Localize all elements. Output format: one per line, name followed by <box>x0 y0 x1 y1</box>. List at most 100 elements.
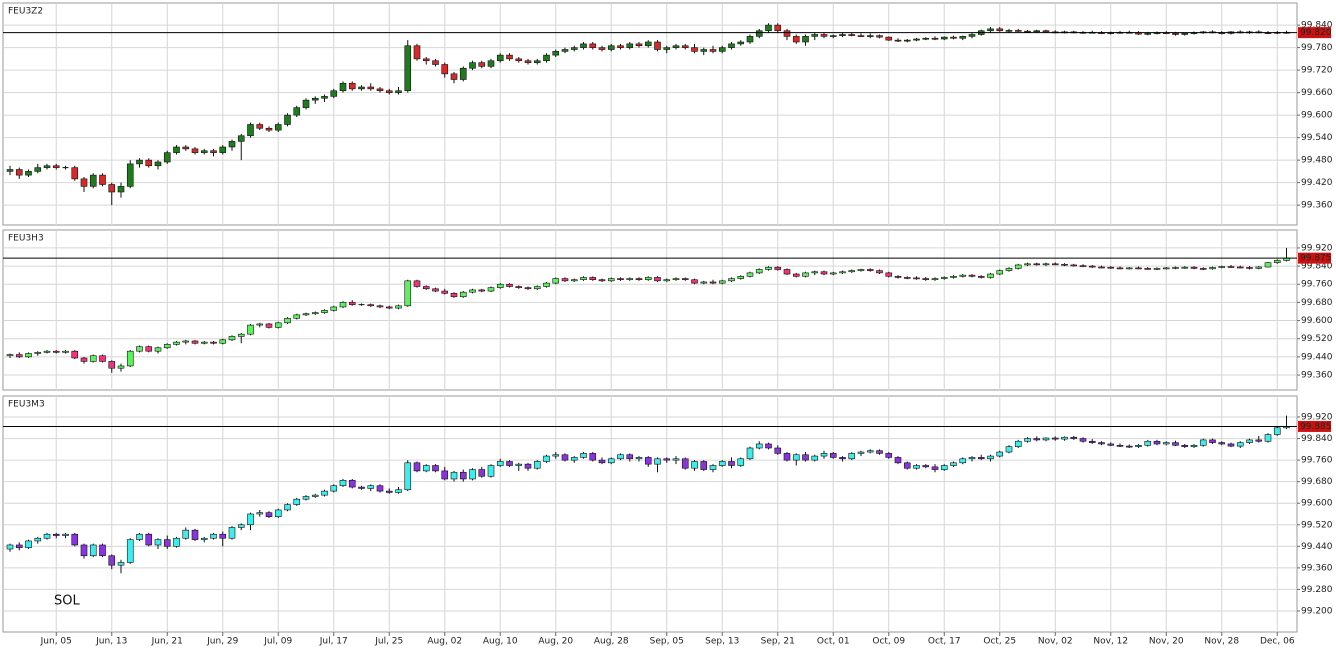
candle-body <box>99 174 106 185</box>
x-tick-label: Dec, 06 <box>1260 637 1295 647</box>
candle-body <box>293 498 301 505</box>
candle-body <box>903 277 911 279</box>
candle-body <box>1199 439 1207 446</box>
candle-body <box>718 280 726 284</box>
candle-body <box>691 461 698 469</box>
last-price-box <box>1298 420 1331 432</box>
candle-body <box>1162 442 1170 445</box>
candle-body <box>284 504 291 511</box>
candle-body <box>1209 267 1216 270</box>
candle-body <box>1236 266 1244 269</box>
candle-body <box>543 54 550 62</box>
candle-body <box>811 271 819 274</box>
candle-body <box>1042 437 1050 441</box>
candle-body <box>487 60 495 67</box>
candle-body <box>293 107 301 116</box>
candle-body <box>1014 30 1022 32</box>
candle-body <box>1024 263 1031 266</box>
x-tick-label: Sep, 21 <box>761 637 795 647</box>
x-tick-label: Nov, 28 <box>1204 637 1239 647</box>
candle-body <box>950 462 957 466</box>
x-tick-label: Aug, 20 <box>538 637 573 647</box>
candle-body <box>367 485 375 489</box>
candle-body <box>469 62 476 69</box>
candle-body <box>1144 268 1152 270</box>
candle-body <box>256 323 264 326</box>
candle-body <box>469 289 476 293</box>
candle-body <box>913 277 920 280</box>
candle-body <box>136 346 143 352</box>
candle-body <box>552 278 560 284</box>
candle-body <box>450 293 458 298</box>
candle-body <box>820 453 828 457</box>
candle-body <box>108 361 116 369</box>
candle-body <box>635 457 643 460</box>
y-tick-label: 99.200 <box>1301 606 1333 616</box>
candle-body <box>1005 446 1013 453</box>
candle-body <box>968 274 976 277</box>
x-tick-label: Aug, 02 <box>427 637 462 647</box>
candle-body <box>626 278 634 281</box>
candle-body <box>376 485 384 492</box>
candle-body <box>173 341 180 345</box>
candle-body <box>450 73 458 80</box>
x-tick-label: Oct, 17 <box>928 637 961 647</box>
candle-body <box>228 336 236 341</box>
candle-body <box>1061 263 1068 266</box>
candle-body <box>459 67 467 80</box>
candle-body <box>1033 438 1041 441</box>
y-tick-label: 99.680 <box>1301 477 1333 487</box>
candle-body <box>34 352 42 354</box>
y-tick-label: 99.540 <box>1301 133 1333 143</box>
candle-body <box>515 58 523 62</box>
candle-body <box>1088 265 1096 268</box>
x-tick-label: Jul, 25 <box>374 637 403 647</box>
candle-body <box>1024 438 1031 442</box>
candle-body <box>1005 268 1013 271</box>
candle-body <box>311 97 319 101</box>
candle-body <box>247 124 254 137</box>
candle-body <box>570 47 578 50</box>
candle-body <box>617 278 624 281</box>
candle-body <box>635 43 643 47</box>
candle-body <box>506 283 513 287</box>
candle-body <box>552 454 560 457</box>
candle-body <box>163 539 171 547</box>
candle-body <box>302 99 310 108</box>
candle-body <box>487 287 495 292</box>
candle-body <box>117 562 125 566</box>
candle-body <box>959 36 967 39</box>
candle-body <box>80 544 88 557</box>
candle-body <box>71 167 79 180</box>
candle-body <box>1246 267 1253 269</box>
candle-body <box>1273 260 1281 263</box>
candle-body <box>52 533 60 536</box>
candle-body <box>506 54 513 60</box>
candle-body <box>654 41 661 50</box>
candle-body <box>1051 437 1059 440</box>
panel-title: FEU3Z2 <box>8 7 43 17</box>
candle-body <box>931 466 939 470</box>
candle-body <box>302 496 310 500</box>
y-tick-label: 99.440 <box>1301 542 1333 552</box>
candle-body <box>755 269 763 274</box>
candle-body <box>182 340 190 343</box>
candle-body <box>700 49 708 52</box>
candle-body <box>348 82 356 90</box>
candle-body <box>506 461 513 466</box>
candle-body <box>422 286 430 290</box>
last-price-label: 99.885 <box>1300 422 1332 432</box>
candle-body <box>857 451 865 454</box>
candle-body <box>1227 266 1235 268</box>
candle-body <box>848 270 856 273</box>
candle-body <box>117 186 125 193</box>
candle-body <box>1255 266 1263 269</box>
candle-body <box>996 451 1004 457</box>
candle-body <box>1227 443 1235 447</box>
candle-body <box>765 443 772 449</box>
x-tick-label: Aug, 28 <box>594 637 629 647</box>
candle-body <box>422 465 430 472</box>
x-tick-label: Jun, 13 <box>95 637 127 647</box>
candle-body <box>330 90 338 97</box>
candle-body <box>774 266 782 270</box>
